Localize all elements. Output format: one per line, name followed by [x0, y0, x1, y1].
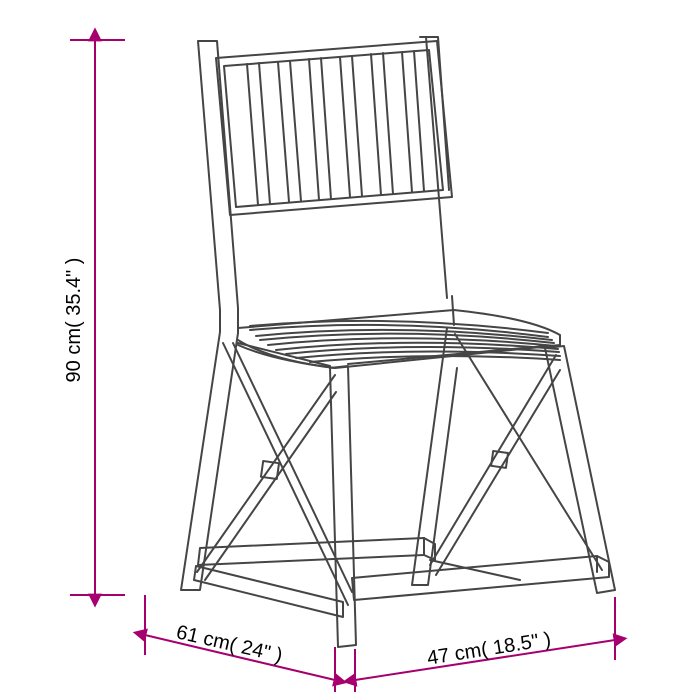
dimension-diagram: 90 cm( 35.4" ) 61 cm( 24" ) 47 cm( 18.5"… — [0, 0, 700, 700]
height-label: 90 cm( 35.4" ) — [63, 258, 85, 383]
depth-label: 61 cm( 24" ) — [174, 621, 284, 667]
chair-drawing — [181, 37, 615, 647]
width-label: 47 cm( 18.5" ) — [426, 628, 553, 669]
diagram-svg: 90 cm( 35.4" ) 61 cm( 24" ) 47 cm( 18.5"… — [0, 0, 700, 700]
